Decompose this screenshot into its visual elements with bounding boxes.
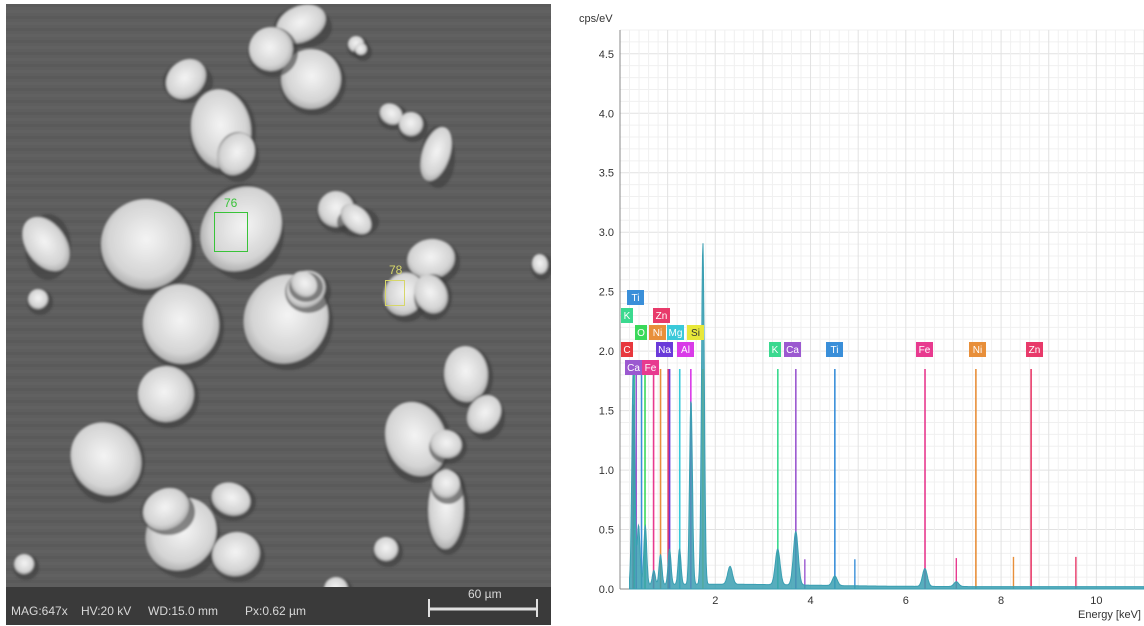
sem-particle [355, 43, 367, 55]
element-tag-text: Na [658, 345, 671, 356]
sem-particle [432, 470, 460, 498]
element-tag-text: K [624, 311, 631, 322]
y-tick-label: 1.0 [599, 465, 614, 477]
element-tag-text: Ni [653, 328, 662, 339]
element-tag: Mg [667, 325, 684, 340]
y-tick-label: 3.5 [599, 168, 614, 180]
element-tag: K [769, 342, 781, 357]
sem-particle [466, 395, 502, 433]
x-tick-label: 8 [998, 595, 1004, 607]
sem-particle [138, 366, 194, 422]
y-tick-label: 1.5 [599, 406, 614, 418]
sem-particle [14, 554, 34, 574]
sem-image-panel: 76 78 MAG:647x HV:20 kV WD:15.0 mm Px:0.6… [6, 4, 551, 625]
scale-bar-label: 60 µm [468, 587, 502, 601]
analysis-region-label: 76 [224, 196, 238, 210]
element-tag-text: Ti [831, 345, 839, 356]
element-tag: O [635, 325, 647, 340]
element-tag: Ca [625, 360, 642, 375]
element-tag: Na [656, 342, 673, 357]
sem-particle [414, 274, 448, 314]
pixel-size-text: Px:0.62 µm [245, 604, 306, 618]
element-tag: Zn [1026, 342, 1043, 357]
element-tag-text: O [637, 328, 645, 339]
eds-spectrum-chart: cps/eV Energy [keV] 0.0 0.5 1.0 1.5 2.0 2.5 3.… [579, 13, 1144, 621]
element-tag-text: Mg [669, 328, 683, 339]
element-tag-text: Ti [632, 293, 640, 304]
element-tag-text: Al [681, 345, 690, 356]
x-axis-label: Energy [keV] [1078, 609, 1141, 621]
sem-particle [430, 429, 462, 459]
sem-particle [420, 127, 452, 181]
x-tick-label: 2 [712, 595, 718, 607]
eds-spectrum-panel: cps/eV Energy [keV] 0.0 0.5 1.0 1.5 2.0 2.5 3.… [563, 0, 1144, 626]
x-tick-label: 10 [1090, 595, 1102, 607]
element-tag-text: Zn [656, 311, 668, 322]
sem-particle [70, 422, 142, 496]
element-tag: Ti [826, 342, 843, 357]
element-tag-text: Fe [645, 363, 657, 374]
sem-particle [28, 289, 48, 309]
sem-particle [290, 271, 318, 297]
sem-particle [281, 49, 341, 109]
sem-particle [212, 531, 260, 577]
sem-particle [165, 58, 207, 100]
element-tag-text: Ca [627, 363, 640, 374]
element-tag: Ni [649, 325, 666, 340]
sem-particle [531, 254, 549, 274]
element-tag: Si [687, 325, 704, 340]
scale-bar [428, 599, 538, 617]
sem-particle [407, 238, 455, 280]
element-tag-text: Si [691, 328, 700, 339]
sem-info-bar: MAG:647x HV:20 kV WD:15.0 mm Px:0.62 µm … [6, 587, 551, 625]
analysis-region-marker[interactable] [214, 212, 248, 252]
element-tag: Zn [653, 308, 670, 323]
element-tag-text: K [772, 345, 779, 356]
spectrum-area [628, 243, 1144, 590]
element-tag: C [621, 342, 633, 357]
element-tag-text: Ni [973, 345, 982, 356]
y-tick-label: 3.0 [599, 227, 614, 239]
sem-particle [216, 132, 256, 176]
sem-particle [249, 27, 293, 71]
element-tag: Ca [784, 342, 801, 357]
y-tick-label: 4.0 [599, 108, 614, 120]
sem-particle [101, 199, 191, 289]
element-tag-text: Fe [919, 345, 931, 356]
sem-particle [384, 401, 448, 477]
y-tick-label: 0.0 [599, 584, 614, 596]
analysis-region-marker[interactable] [385, 280, 405, 306]
analysis-region-label: 78 [389, 263, 403, 277]
element-tag-text: Ca [786, 345, 799, 356]
sem-particle [142, 487, 190, 531]
element-tag-text: C [623, 345, 630, 356]
y-axis-label: cps/eV [579, 13, 613, 25]
element-tag: Ti [627, 290, 644, 305]
element-tag: Fe [642, 360, 659, 375]
element-tag-text: Zn [1029, 345, 1041, 356]
element-tag: Fe [916, 342, 933, 357]
y-tick-label: 2.0 [599, 346, 614, 358]
sem-particle [211, 482, 251, 516]
sem-particle [374, 537, 398, 561]
working-distance-text: WD:15.0 mm [148, 604, 219, 618]
element-tag: Al [677, 342, 694, 357]
high-voltage-text: HV:20 kV [81, 604, 132, 618]
sem-particle [200, 186, 282, 272]
element-tag: K [621, 308, 633, 323]
magnification-text: MAG:647x [11, 604, 68, 618]
sem-particle [340, 203, 372, 235]
sem-particle [443, 346, 489, 402]
sem-particle [22, 216, 70, 272]
y-tick-label: 4.5 [599, 49, 614, 61]
x-tick-label: 6 [903, 595, 909, 607]
sem-micrograph [6, 4, 551, 625]
sem-particle [142, 284, 220, 364]
y-tick-label: 2.5 [599, 287, 614, 299]
sem-particle [379, 103, 403, 125]
y-tick-label: 0.5 [599, 525, 614, 537]
element-tag: Ni [969, 342, 986, 357]
x-tick-label: 4 [807, 595, 813, 607]
sem-particle [399, 112, 423, 136]
